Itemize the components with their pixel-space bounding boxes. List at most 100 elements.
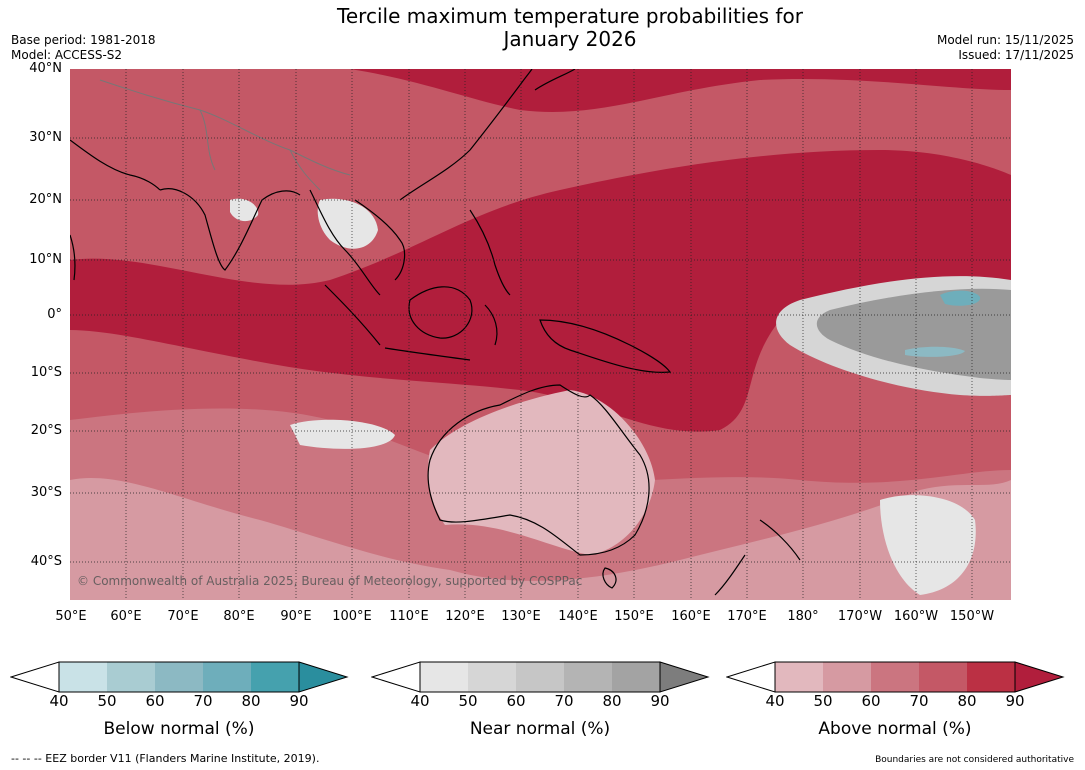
- near-cbar-bin-80-90: [612, 662, 660, 692]
- below-tick-60: 60: [145, 692, 165, 710]
- above-cbar-bin-60-70: [871, 662, 919, 692]
- above-90-north: [350, 69, 1011, 113]
- below-cbar-outline: [58, 661, 300, 693]
- lon-label-90e: 90°E: [280, 609, 312, 624]
- india-coastline: [159, 188, 301, 271]
- near-cbar-upper-triangle: [659, 661, 710, 693]
- below-cbar-bin-40-50: [59, 662, 107, 692]
- lon-label-170e: 170°E: [727, 609, 767, 624]
- lon-label-140e: 140°E: [558, 609, 598, 624]
- lon-label-130e: 130°E: [501, 609, 541, 624]
- issued-text: Issued: 17/11/2025: [958, 48, 1074, 62]
- lon-label-150w: 150°W: [949, 609, 995, 624]
- title-line-2: January 2026: [503, 27, 637, 51]
- lon-label-150e: 150°E: [614, 609, 654, 624]
- model-text: Model: ACCESS-S2: [11, 48, 123, 62]
- above-cbar-lower-triangle: [726, 661, 776, 693]
- near-tick-80: 80: [602, 692, 622, 710]
- country-borders: [99, 79, 351, 191]
- lat-label-10s: 10°S: [30, 365, 62, 380]
- new-zealand-coastline: [714, 519, 801, 596]
- below-cbar-bin-70-80: [203, 662, 251, 692]
- near-tick-50: 50: [458, 692, 478, 710]
- lat-label-20n: 20°N: [29, 192, 62, 207]
- below-normal-patch-2: [905, 346, 965, 357]
- lon-label-100e: 100°E: [332, 609, 372, 624]
- lat-label-0: 0°: [47, 307, 62, 322]
- above-tick-50: 50: [813, 692, 833, 710]
- asia-country-borders: [99, 79, 351, 191]
- new-guinea-coastline: [539, 319, 672, 373]
- model-run-text: Model run: 15/11/2025: [936, 33, 1074, 47]
- boundaries-disclaimer: Boundaries are not considered authoritat…: [875, 755, 1074, 765]
- eez-legend-text: -- -- -- EEZ border V11 (Flanders Marine…: [11, 752, 320, 765]
- above-tick-60: 60: [861, 692, 881, 710]
- near-cbar-outline: [419, 661, 661, 693]
- lon-label-110e: 110°E: [389, 609, 429, 624]
- lat-label-30n: 30°N: [29, 130, 62, 145]
- near-cbar-bin-60-70: [516, 662, 564, 692]
- near-cbar-bin-70-80: [564, 662, 612, 692]
- lat-label-20s: 20°S: [30, 423, 62, 438]
- above-tick-70: 70: [909, 692, 929, 710]
- australia-coastline: [427, 384, 650, 556]
- above-90-region: [70, 150, 1011, 432]
- above-normal-colorbar: [726, 661, 1065, 693]
- meta-right: Model run: 15/11/2025 Issued: 17/11/2025: [937, 33, 1074, 63]
- indochina-coastline: [309, 189, 406, 296]
- lat-label-10n: 10°N: [29, 252, 62, 267]
- near-tick-60: 60: [506, 692, 526, 710]
- above-cbar-bin-50-60: [823, 662, 871, 692]
- below-cbar-bin-80-90: [251, 662, 299, 692]
- below-normal-title: Below normal (%): [103, 719, 255, 739]
- lon-label-60e: 60°E: [110, 609, 142, 624]
- lon-label-180: 180°: [787, 609, 819, 624]
- lon-label-70e: 70°E: [167, 609, 199, 624]
- copyright-text: © Commonwealth of Australia 2025, Bureau…: [77, 574, 583, 588]
- near-cbar-lower-triangle: [371, 661, 421, 693]
- above-cbar-upper-triangle: [1014, 661, 1065, 693]
- below-cbar-bin-50-60: [107, 662, 155, 692]
- below-cbar-bin-60-70: [155, 662, 203, 692]
- below-normal-patch-1: [940, 290, 981, 306]
- tasmania-coastline: [602, 567, 617, 589]
- near-normal-patch-south-indian: [290, 419, 395, 449]
- forecast-map: [70, 69, 1011, 600]
- graticule: [70, 69, 1011, 600]
- above-cbar-bin-70-80: [919, 662, 967, 692]
- sumatra-coastline: [324, 284, 381, 346]
- near-normal-patch-south-east: [880, 495, 976, 595]
- philippines-coastline: [469, 209, 511, 296]
- arabia-coastline: [70, 139, 161, 191]
- near-tick-90: 90: [650, 692, 670, 710]
- meta-left: Base period: 1981-2018 Model: ACCESS-S2: [11, 33, 156, 63]
- japan-coastline: [534, 69, 576, 91]
- java-coastline: [384, 347, 471, 361]
- near-normal-patch-indochina: [317, 198, 378, 249]
- lat-label-40n: 40°N: [29, 61, 62, 76]
- lon-label-50e: 50°E: [55, 609, 87, 624]
- above-normal-title: Above normal (%): [818, 719, 972, 739]
- above-cbar-bin-40-50: [775, 662, 823, 692]
- map-title: Tercile maximum temperature probabilitie…: [270, 5, 870, 51]
- near-tick-70: 70: [554, 692, 574, 710]
- lon-label-80e: 80°E: [223, 609, 255, 624]
- below-tick-40: 40: [49, 692, 69, 710]
- lon-label-160w: 160°W: [893, 609, 939, 624]
- near-normal-core: [816, 288, 1011, 380]
- base-period-text: Base period: 1981-2018: [11, 33, 156, 47]
- title-line-1: Tercile maximum temperature probabilitie…: [337, 4, 803, 28]
- sulawesi-coastline: [484, 304, 498, 346]
- near-cbar-bin-40-50: [420, 662, 468, 692]
- above-cbar-outline: [774, 661, 1016, 693]
- below-cbar-upper-triangle: [298, 661, 349, 693]
- near-normal-patch-india: [230, 198, 259, 222]
- below-normal-colorbar: [10, 661, 349, 693]
- above-tick-90: 90: [1005, 692, 1025, 710]
- near-normal-title: Near normal (%): [469, 719, 611, 739]
- coastlines: [70, 69, 801, 596]
- lat-label-40s: 40°S: [30, 554, 62, 569]
- lon-label-120e: 120°E: [445, 609, 485, 624]
- lon-label-160e: 160°E: [671, 609, 711, 624]
- lat-label-30s: 30°S: [30, 485, 62, 500]
